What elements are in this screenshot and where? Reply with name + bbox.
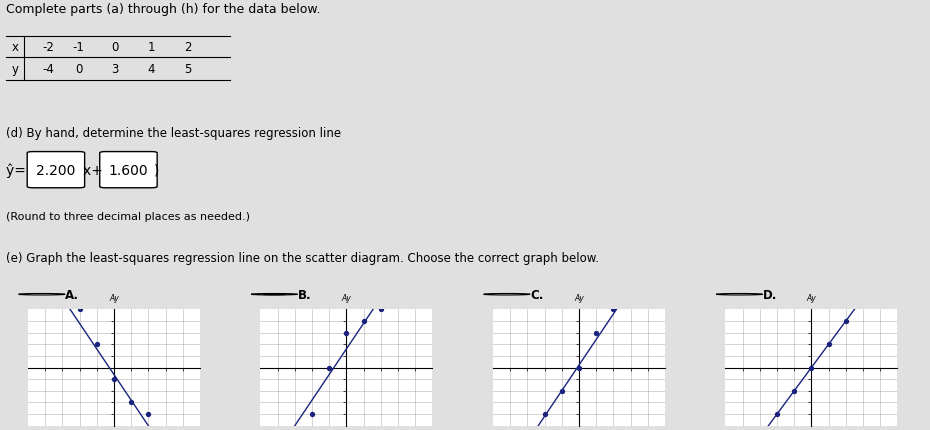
Point	[374, 306, 389, 313]
Text: -2: -2	[43, 41, 54, 54]
Text: (e) Graph the least-squares regression line on the scatter diagram. Choose the c: (e) Graph the least-squares regression l…	[7, 252, 599, 264]
Text: Complete parts (a) through (h) for the data below.: Complete parts (a) through (h) for the d…	[7, 3, 321, 16]
Text: 0: 0	[75, 63, 82, 76]
Text: ŷ=: ŷ=	[7, 163, 31, 178]
Point	[322, 364, 337, 371]
Text: 4: 4	[147, 63, 155, 76]
Text: B.: B.	[298, 288, 312, 301]
Text: 0: 0	[112, 41, 118, 54]
Text: (d) By hand, determine the least-squares regression line: (d) By hand, determine the least-squares…	[7, 126, 341, 139]
Text: A.: A.	[65, 288, 79, 301]
Point	[89, 341, 104, 348]
Point	[72, 306, 87, 313]
Text: Ay: Ay	[341, 294, 352, 303]
Text: 2: 2	[183, 41, 192, 54]
Point	[356, 318, 371, 325]
Text: ): )	[154, 163, 160, 177]
Text: Ay: Ay	[806, 294, 817, 303]
Text: (Round to three decimal places as needed.): (Round to three decimal places as needed…	[7, 212, 250, 222]
Point	[571, 364, 587, 371]
Circle shape	[263, 294, 286, 295]
Point	[770, 411, 785, 418]
Point	[839, 318, 854, 325]
Point	[140, 411, 155, 418]
Point	[106, 376, 121, 383]
Text: C.: C.	[530, 288, 543, 301]
Text: Ay: Ay	[109, 294, 119, 303]
Text: -1: -1	[73, 41, 85, 54]
Point	[606, 306, 621, 313]
Text: x: x	[11, 41, 19, 54]
Text: 5: 5	[184, 63, 191, 76]
Point	[804, 364, 819, 371]
Text: x+: x+	[84, 163, 108, 177]
Text: 3: 3	[112, 63, 118, 76]
Point	[538, 411, 552, 418]
Point	[339, 329, 353, 336]
Text: -4: -4	[43, 63, 54, 76]
FancyBboxPatch shape	[27, 152, 85, 188]
Text: 1: 1	[147, 41, 155, 54]
Text: D.: D.	[763, 288, 777, 301]
Text: Ay: Ay	[574, 294, 584, 303]
Point	[554, 387, 569, 394]
Point	[821, 341, 836, 348]
Text: 2.200: 2.200	[36, 163, 75, 177]
Text: y: y	[11, 63, 19, 76]
Text: 1.600: 1.600	[109, 163, 148, 177]
Point	[124, 399, 139, 406]
Point	[589, 329, 604, 336]
FancyBboxPatch shape	[100, 152, 157, 188]
Point	[304, 411, 320, 418]
Point	[787, 387, 802, 394]
